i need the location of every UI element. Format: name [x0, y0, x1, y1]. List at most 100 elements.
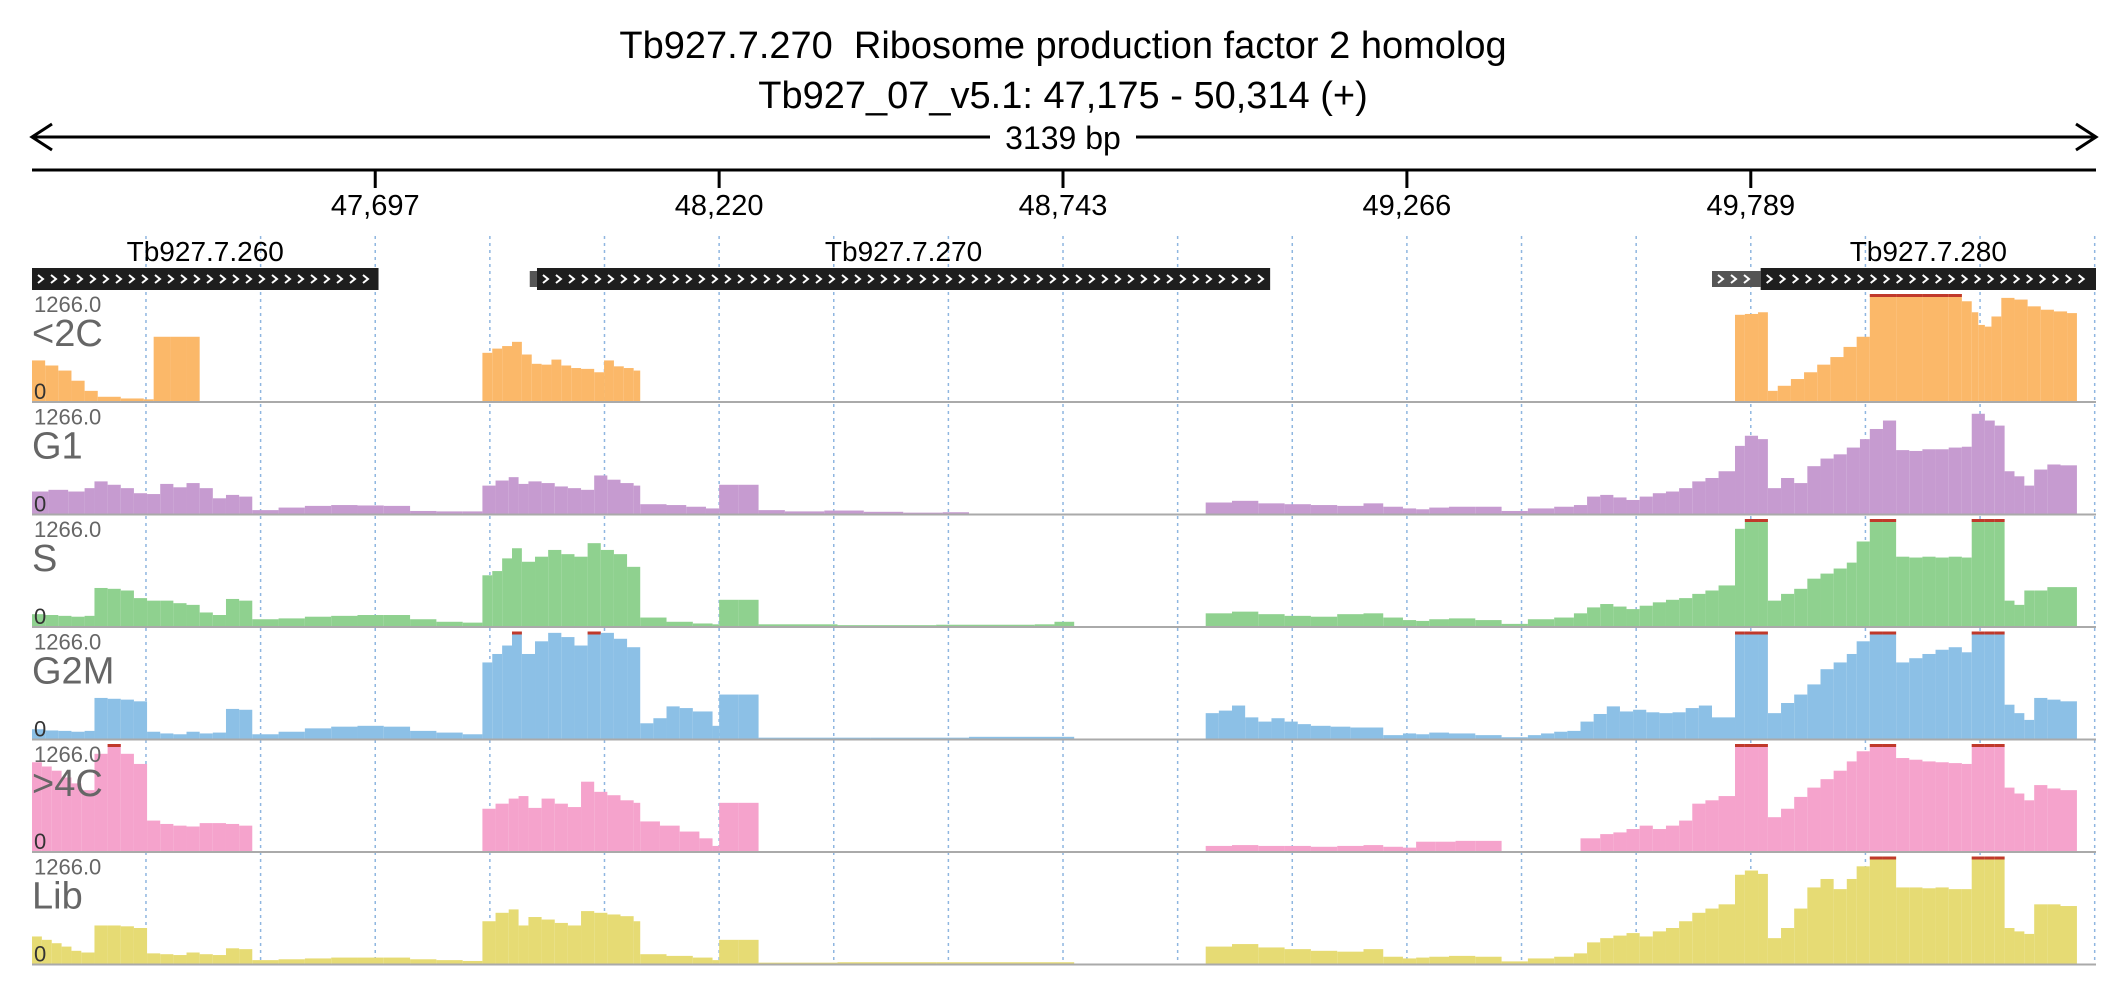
- y-max-label: 1266.0: [34, 405, 101, 430]
- coverage-bar: [1807, 684, 1821, 739]
- coverage-bar: [225, 823, 240, 851]
- coverage-bar: [173, 734, 187, 739]
- coverage-bar: [212, 955, 226, 964]
- coverage-bar: [1869, 519, 1883, 626]
- track-4c-gt: 1266.0 0 >4C: [32, 742, 2096, 854]
- coverage-bar: [2001, 297, 2015, 401]
- coverage-bar: [1794, 588, 1808, 626]
- coverage-bar: [1232, 705, 1246, 739]
- coverage-bar: [567, 925, 582, 964]
- coverage-bar: [692, 711, 713, 739]
- coverage-bar: [1971, 312, 1979, 401]
- coverage-bar: [512, 548, 522, 626]
- coverage-bar: [2034, 469, 2048, 514]
- coverage-bar: [212, 498, 226, 514]
- coverage-bar: [692, 623, 713, 626]
- coverage-bar: [186, 483, 200, 514]
- coverage-bar: [462, 622, 483, 626]
- coverage-bar: [640, 504, 667, 514]
- coverage-bar: [120, 398, 144, 401]
- coverage-bar: [1781, 478, 1795, 514]
- coverage-bar: [521, 561, 536, 626]
- track-lib: 1266.0 0 Lib: [32, 855, 2096, 967]
- coverage-bar: [410, 510, 437, 514]
- coverage-bar: [574, 556, 588, 626]
- coverage-bar: [2024, 719, 2035, 739]
- coverage-bar: [738, 802, 759, 851]
- coverage-bar: [71, 616, 85, 626]
- coverage-bar: [1833, 770, 1847, 851]
- coverage-bar: [1735, 874, 1745, 964]
- coverage-bar: [1587, 496, 1601, 514]
- coverage-bar: [492, 653, 503, 739]
- coverage-bar: [331, 726, 358, 739]
- coverage-bar: [640, 821, 660, 851]
- coverage-bar: [1909, 557, 1923, 626]
- coverage-bar: [518, 796, 529, 851]
- coverage-bar: [1744, 435, 1759, 514]
- coverage-bar: [1330, 726, 1351, 739]
- coverage-bar: [666, 706, 680, 739]
- coverage-bar: [436, 960, 463, 964]
- coverage-bar: [1882, 631, 1897, 739]
- coverage-bar: [1310, 846, 1338, 851]
- coverage-bar: [495, 912, 509, 964]
- coverage-bar: [2014, 713, 2025, 739]
- coverage-bar: [239, 496, 253, 514]
- coverage-bar: [1232, 845, 1259, 851]
- y-min-label: 0: [34, 379, 46, 404]
- coverage-bar: [712, 725, 720, 739]
- coverage-bar: [758, 737, 871, 739]
- coverage-bar: [94, 481, 108, 514]
- coverage-bar: [1846, 447, 1860, 514]
- coverage-bar: [32, 762, 42, 851]
- coverage-bar: [120, 488, 134, 514]
- coverage-bar: [738, 599, 759, 626]
- coverage-bar: [1984, 326, 1992, 401]
- coverage-bar: [160, 954, 174, 964]
- coverage-bar: [199, 954, 213, 964]
- coverage-bar: [1935, 449, 1949, 514]
- span-label: 3139 bp: [1005, 120, 1121, 156]
- coverage-bar: [567, 488, 582, 514]
- coverage-bar: [107, 484, 121, 514]
- coverage-bar: [1573, 953, 1588, 964]
- coverage-bar: [147, 731, 161, 739]
- coverage-bar: [133, 598, 148, 626]
- coverage-bar: [1416, 509, 1430, 514]
- coverage-bar: [758, 510, 785, 514]
- coverage-bar: [71, 783, 82, 851]
- clip-marker: [1869, 519, 1883, 522]
- coverage-bar: [528, 481, 542, 514]
- coverage-bar: [1626, 609, 1640, 626]
- clip-marker: [1971, 519, 1985, 522]
- coverage-bar: [659, 825, 680, 851]
- clip-marker: [1994, 744, 2005, 747]
- coverage-bar: [1639, 605, 1653, 626]
- coverage-bar: [1781, 703, 1795, 739]
- x-tick-label: 48,743: [1019, 190, 1108, 222]
- coverage-bar: [1613, 497, 1627, 514]
- coverage-bar: [1882, 420, 1897, 514]
- coverage-bar: [68, 491, 85, 514]
- coverage-bar: [1994, 744, 2005, 851]
- y-max-label: 1266.0: [34, 292, 101, 317]
- coverage-bar: [705, 508, 720, 514]
- coverage-bar: [1652, 931, 1666, 964]
- coverage-bar: [331, 957, 358, 964]
- coverage-bar: [613, 554, 628, 626]
- coverage-bar: [492, 348, 503, 401]
- coverage-bar: [1652, 493, 1666, 514]
- coverage-bar: [1718, 585, 1736, 626]
- coverage-bar: [1869, 428, 1883, 514]
- coverage-bar: [936, 962, 1075, 964]
- coverage-bar: [518, 483, 529, 514]
- clip-marker: [1971, 744, 1985, 747]
- coverage-bar: [1767, 817, 1782, 851]
- coverage-bar: [383, 505, 411, 514]
- coverage-bar: [666, 621, 693, 626]
- coverage-bar: [548, 632, 562, 739]
- coverage-bar: [1448, 733, 1476, 739]
- coverage-bar: [607, 914, 621, 964]
- coverage-bar: [1833, 568, 1847, 626]
